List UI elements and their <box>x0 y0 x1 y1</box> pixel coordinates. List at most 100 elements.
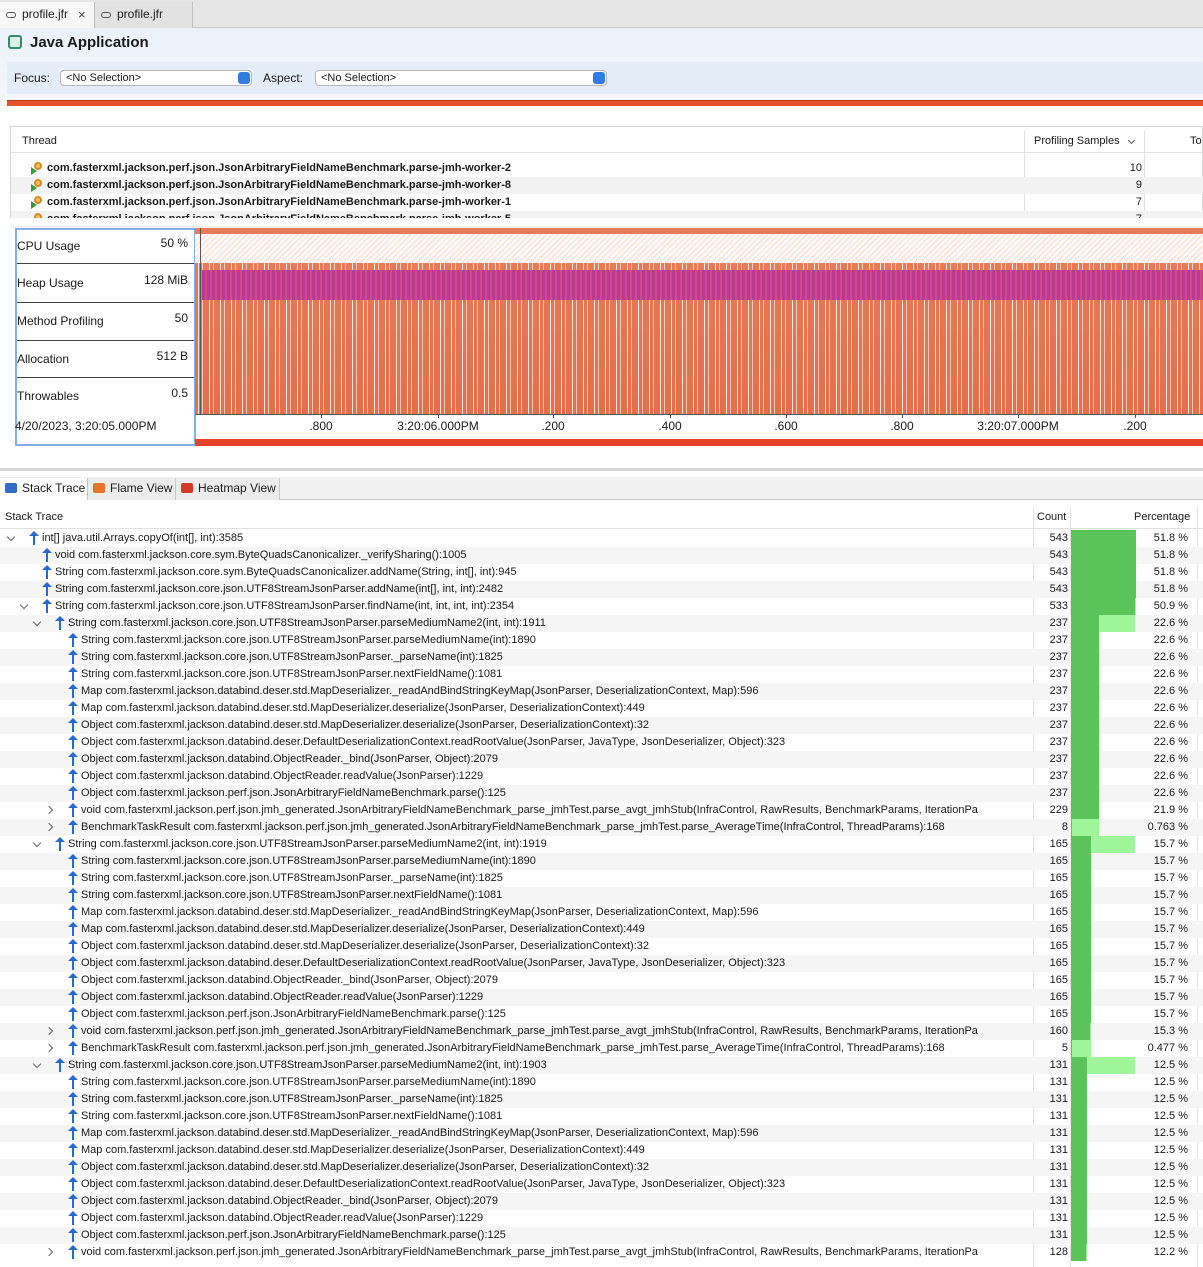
percentage-bar <box>1071 972 1091 989</box>
frame-icon-shaft <box>72 773 74 783</box>
thread-column-header: To <box>1190 135 1202 147</box>
frame-text: Object com.fasterxml.jackson.databind.de… <box>81 736 786 748</box>
frame-text: Object com.fasterxml.jackson.databind.Ob… <box>81 1212 484 1224</box>
frame-count: 165 <box>1049 957 1068 969</box>
percentage-bar <box>1071 1244 1087 1261</box>
editor-tab[interactable]: profile.jfr × <box>0 2 95 28</box>
frame-percentage: 12.5 % <box>1153 1161 1188 1173</box>
expander-open[interactable] <box>32 838 42 848</box>
frame-icon-head <box>68 1007 78 1012</box>
frame-percentage: 15.7 % <box>1153 974 1188 986</box>
frame-count: 131 <box>1049 1127 1068 1139</box>
frame-icon-head <box>68 1160 78 1165</box>
lane-scale: 50 % <box>160 235 188 250</box>
row-stripe <box>0 989 1203 1006</box>
frame-icon-shaft <box>59 841 61 851</box>
editor-tab[interactable]: profile.jfr <box>95 2 193 28</box>
view-tab-icon <box>5 483 17 493</box>
frame-percentage: 22.6 % <box>1153 753 1188 765</box>
frame-text: String com.fasterxml.jackson.core.json.U… <box>68 1059 547 1071</box>
frame-count: 237 <box>1049 685 1068 697</box>
tab-label: profile.jfr <box>22 7 69 21</box>
frame-percentage: 22.6 % <box>1153 719 1188 731</box>
frame-icon-shaft <box>72 637 74 647</box>
frame-text: Object com.fasterxml.jackson.databind.Ob… <box>81 770 484 782</box>
frame-icon-shaft <box>72 1113 74 1123</box>
thread-expander <box>31 201 37 209</box>
header-title: Java Application <box>30 34 149 51</box>
focus-select[interactable]: <No Selection> <box>60 70 252 86</box>
frame-text: void com.fasterxml.jackson.core.sym.Byte… <box>55 549 467 561</box>
frame-text: String com.fasterxml.jackson.core.json.U… <box>81 855 536 867</box>
frame-percentage: 22.6 % <box>1153 770 1188 782</box>
frame-count: 165 <box>1049 974 1068 986</box>
row-stripe <box>0 615 1203 632</box>
thread-column-header: Thread <box>22 135 57 147</box>
frame-text: Object com.fasterxml.jackson.perf.json.J… <box>81 1008 506 1020</box>
row-stripe <box>0 785 1203 802</box>
frame-text: Object com.fasterxml.jackson.databind.de… <box>81 940 649 952</box>
view-tab[interactable]: Flame View <box>88 478 176 500</box>
expander-closed[interactable] <box>44 1247 54 1257</box>
frame-percentage: 21.9 % <box>1153 804 1188 816</box>
aspect-select[interactable]: <No Selection> <box>315 70 607 86</box>
frame-icon-shaft <box>72 875 74 885</box>
view-tab[interactable]: Heatmap View <box>176 478 280 500</box>
percentage-bar <box>1071 615 1100 632</box>
view-tab-label: Flame View <box>110 481 173 495</box>
column-divider <box>1024 131 1025 218</box>
percentage-bar <box>1071 1057 1087 1074</box>
tab-icon <box>101 12 111 18</box>
select-arrow <box>238 72 250 84</box>
frame-count: 237 <box>1049 617 1068 629</box>
frame-icon-shaft <box>72 807 74 817</box>
frame-icon-head <box>68 803 78 808</box>
thread-samples: 10 <box>1129 162 1142 174</box>
frame-text: String com.fasterxml.jackson.core.json.U… <box>81 872 503 884</box>
frame-count: 165 <box>1049 940 1068 952</box>
percentage-bar <box>1071 989 1091 1006</box>
parent-percentage-bar <box>1071 1040 1091 1057</box>
cpu-lane <box>195 228 1203 263</box>
frame-text: Object com.fasterxml.jackson.databind.Ob… <box>81 753 498 765</box>
thread-icon <box>34 162 42 170</box>
frame-icon-head <box>68 1228 78 1233</box>
expander-closed[interactable] <box>44 1043 54 1053</box>
frame-icon-head <box>68 820 78 825</box>
frame-text: Object com.fasterxml.jackson.databind.de… <box>81 1178 786 1190</box>
frame-text: Object com.fasterxml.jackson.perf.json.J… <box>81 787 506 799</box>
row-stripe <box>0 717 1203 734</box>
lane-label: Heap Usage <box>17 275 84 290</box>
frame-percentage: 22.6 % <box>1153 685 1188 697</box>
stack-column-header: Stack Trace <box>5 511 64 523</box>
frame-count: 131 <box>1049 1144 1068 1156</box>
expander-closed[interactable] <box>44 805 54 815</box>
frame-count: 131 <box>1049 1076 1068 1088</box>
tab-close[interactable]: × <box>78 7 86 22</box>
frame-percentage: 12.2 % <box>1153 1246 1188 1258</box>
percentage-bar <box>1071 836 1091 853</box>
frame-text: String com.fasterxml.jackson.core.json.U… <box>68 838 547 850</box>
percentage-bar <box>1071 598 1136 615</box>
frame-text: String com.fasterxml.jackson.core.json.U… <box>55 600 515 612</box>
frame-count: 165 <box>1049 906 1068 918</box>
thread-icon <box>34 196 42 204</box>
frame-icon-head <box>68 752 78 757</box>
frame-text: Object com.fasterxml.jackson.databind.de… <box>81 1161 649 1173</box>
percentage-bar <box>1071 1023 1091 1040</box>
percentage-bar <box>1071 921 1091 938</box>
lane-divider <box>17 377 194 378</box>
frame-count: 131 <box>1049 1195 1068 1207</box>
row-stripe <box>0 1091 1203 1108</box>
expander-open[interactable] <box>6 532 16 542</box>
percentage-bar <box>1071 1193 1087 1210</box>
selection-bar <box>195 439 1203 446</box>
percentage-bar <box>1071 632 1100 649</box>
frame-icon-shaft <box>72 824 74 834</box>
view-tab[interactable]: Stack Trace <box>0 478 88 500</box>
time-tick <box>438 414 439 418</box>
frame-count: 165 <box>1049 1008 1068 1020</box>
frame-icon-shaft <box>59 620 61 630</box>
expander-open[interactable] <box>19 600 29 610</box>
frame-count: 8 <box>1061 821 1068 833</box>
